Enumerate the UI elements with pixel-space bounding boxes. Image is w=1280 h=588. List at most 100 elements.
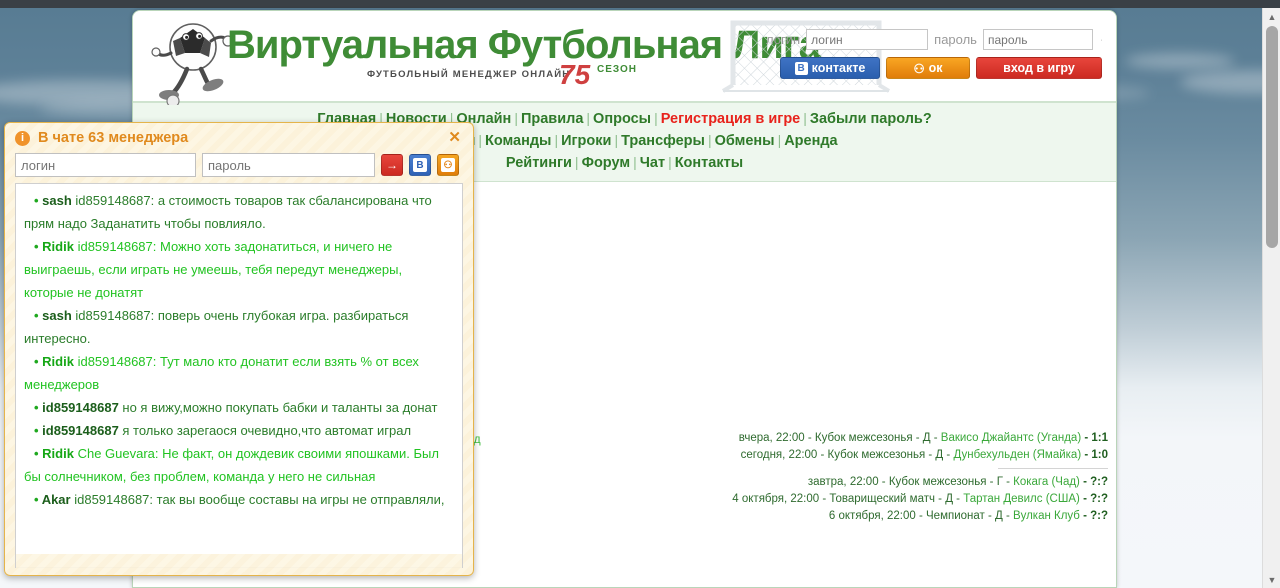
chat-message-target: Che Guevara: [77, 446, 163, 461]
schedule-meta: сегодня, 22:00 - Кубок межсезонья - Д - [740, 449, 954, 461]
scroll-down-arrow-icon[interactable]: ▼ [1267, 574, 1277, 585]
chat-message: Ridik Che Guevara: Не факт, он дождевик … [24, 442, 454, 488]
chat-message-author[interactable]: Ridik [42, 354, 78, 369]
schedule-opponent[interactable]: Кокага (Чад) [1013, 476, 1080, 488]
nav-item-забыли-пароль[interactable]: Забыли пароль? [809, 111, 932, 127]
nav-separator: | [449, 110, 454, 126]
nav-item-рейтинги[interactable]: Рейтинги [505, 155, 572, 171]
vk-logo-icon: В [794, 61, 808, 75]
browser-vertical-scrollbar[interactable]: ▲ ▼ [1262, 8, 1280, 588]
nav-separator: | [803, 110, 807, 126]
password-input[interactable] [982, 29, 1093, 50]
chat-submit-button[interactable]: → [381, 154, 403, 176]
chat-message-log[interactable]: sash id859148687: а стоимость товаров та… [15, 183, 463, 568]
schedule-row: сегодня, 22:00 - Кубок межсезонья - Д - … [688, 447, 1108, 464]
chat-message-author[interactable]: id859148687 [42, 423, 123, 438]
nav-separator: | [574, 154, 579, 170]
played-matches-list: вчера, 22:00 - Кубок межсезонья - Д - Ва… [688, 430, 1108, 464]
schedule-row: вчера, 22:00 - Кубок межсезонья - Д - Ва… [688, 430, 1108, 447]
nav-item-команды[interactable]: Команды [484, 133, 552, 149]
chat-password-input[interactable] [202, 153, 375, 177]
chat-message: id859148687 я только зарегаося очевидно,… [24, 419, 454, 442]
chat-message-target: id859148687: [77, 239, 160, 254]
nav-item-обмены[interactable]: Обмены [714, 133, 775, 149]
nav-item-регистрация-в-игре[interactable]: Регистрация в игре [660, 111, 801, 127]
schedule-row: 4 октября, 22:00 - Товарищеский матч - Д… [688, 491, 1108, 508]
chat-message-text: Не факт, он дождевик своими япошками. Бы… [24, 446, 439, 484]
chat-message-target: id859148687: [75, 308, 158, 323]
header-login-area: логин пароль В контакте ⚇ ок [766, 29, 1102, 79]
nav-item-аренда[interactable]: Аренда [784, 133, 838, 149]
chat-message-author[interactable]: Akar [41, 492, 75, 507]
chat-message: Ridik id859148687: Тут мало кто донатит … [24, 350, 454, 396]
chat-message-author[interactable]: sash [42, 193, 76, 208]
chat-message: id859148687 но я вижу,можно покупать баб… [24, 396, 454, 419]
schedule-opponent[interactable]: Вулкан Клуб [1013, 510, 1080, 522]
scroll-up-arrow-icon[interactable]: ▲ [1267, 11, 1277, 22]
season-word-label: СЕЗОН [597, 64, 638, 75]
chat-message: sash id859148687: а стоимость товаров та… [24, 189, 454, 235]
ok-login-label: ок [928, 61, 943, 75]
nav-separator: | [654, 110, 658, 126]
schedule-opponent[interactable]: Тартан Девилс (США) [963, 493, 1080, 505]
chat-message-target: id859148687: [75, 193, 158, 208]
chat-popup: i В чате 63 менеджера ✕ → В ⚇ sash id859… [4, 122, 474, 576]
chat-bottom-fade [16, 554, 462, 572]
site-header: Виртуальная Футбольная Лига ФУТБОЛЬНЫЙ М… [133, 11, 1116, 105]
nav-item-трансферы[interactable]: Трансферы [621, 133, 705, 149]
nav-separator: | [614, 132, 619, 148]
season-number: 75 [559, 59, 591, 90]
chat-ok-login-button[interactable]: ⚇ [437, 154, 459, 176]
nav-item-правила[interactable]: Правила [520, 111, 584, 127]
schedule-row: 6 октября, 22:00 - Чемпионат - Д - Вулка… [688, 508, 1108, 525]
vk-login-button[interactable]: В контакте [780, 57, 880, 79]
chat-message-author[interactable]: id859148687 [42, 400, 123, 415]
chat-message-author[interactable]: sash [42, 308, 76, 323]
chat-message: Ridik id859148687: Можно хоть задонатить… [24, 235, 454, 304]
schedule-opponent[interactable]: Дунбехульден (Ямайка) [953, 449, 1082, 461]
chat-message-author[interactable]: Ridik [42, 446, 78, 461]
chat-login-form: → В ⚇ [5, 153, 473, 183]
ok-logo-icon: ⚇ [913, 61, 925, 76]
schedule-meta: завтра, 22:00 - Кубок межсезонья - Г - [807, 476, 1014, 488]
nav-separator: | [707, 132, 712, 148]
vk-login-label: контакте [811, 61, 866, 75]
close-icon[interactable]: ✕ [448, 129, 461, 146]
ok-logo-icon: ⚇ [441, 158, 455, 172]
schedule-meta: 4 октября, 22:00 - Товарищеский матч - Д… [732, 493, 964, 505]
nav-separator: | [554, 132, 559, 148]
nav-item-контакты[interactable]: Контакты [674, 155, 744, 171]
info-icon: i [15, 130, 30, 146]
chat-message: sash id859148687: поверь очень глубокая … [24, 304, 454, 350]
chat-message-text: Тут мало кто донатит если взять % от все… [24, 354, 419, 392]
chat-popup-header: i В чате 63 менеджера ✕ [5, 123, 473, 153]
nav-separator: | [478, 132, 482, 148]
schedule-score: - ?:? [1079, 493, 1108, 505]
schedule-opponent[interactable]: Вакисо Джайантс (Уганда) [940, 432, 1082, 444]
nav-item-форум[interactable]: Форум [581, 155, 631, 171]
chat-login-input[interactable] [15, 153, 196, 177]
nav-item-игроки[interactable]: Игроки [561, 133, 612, 149]
match-schedule: вчера, 22:00 - Кубок межсезонья - Д - Ва… [688, 430, 1108, 525]
chat-message-text: так вы вообще составы на игры не отправл… [156, 492, 445, 507]
scrollbar-thumb[interactable] [1266, 26, 1278, 248]
schedule-divider [998, 468, 1108, 469]
login-input[interactable] [806, 29, 929, 50]
chat-message-text: я только зарегаося очевидно,что автомат … [122, 423, 412, 438]
arrow-right-icon: → [386, 158, 398, 172]
cloud-decoration [1125, 53, 1235, 69]
schedule-meta: 6 октября, 22:00 - Чемпионат - Д - [828, 510, 1014, 522]
nav-separator: | [379, 110, 383, 126]
open-lock-icon[interactable] [1101, 31, 1102, 49]
ok-login-button[interactable]: ⚇ ок [886, 57, 970, 79]
chat-vk-login-button[interactable]: В [409, 154, 431, 176]
nav-item-чат[interactable]: Чат [639, 155, 666, 171]
chat-message-text: поверь очень глубокая игра. разбираться … [24, 308, 409, 346]
nav-item-опросы[interactable]: Опросы [593, 111, 652, 127]
enter-game-button[interactable]: вход в игру [976, 57, 1102, 79]
chat-message-text: Можно хоть задонатиться, и ничего не выи… [24, 239, 403, 300]
chat-message-author[interactable]: Ridik [42, 239, 78, 254]
schedule-score: - 1:0 [1081, 449, 1108, 461]
chat-message-target: id859148687: [74, 492, 157, 507]
schedule-score: - ?:? [1079, 510, 1108, 522]
